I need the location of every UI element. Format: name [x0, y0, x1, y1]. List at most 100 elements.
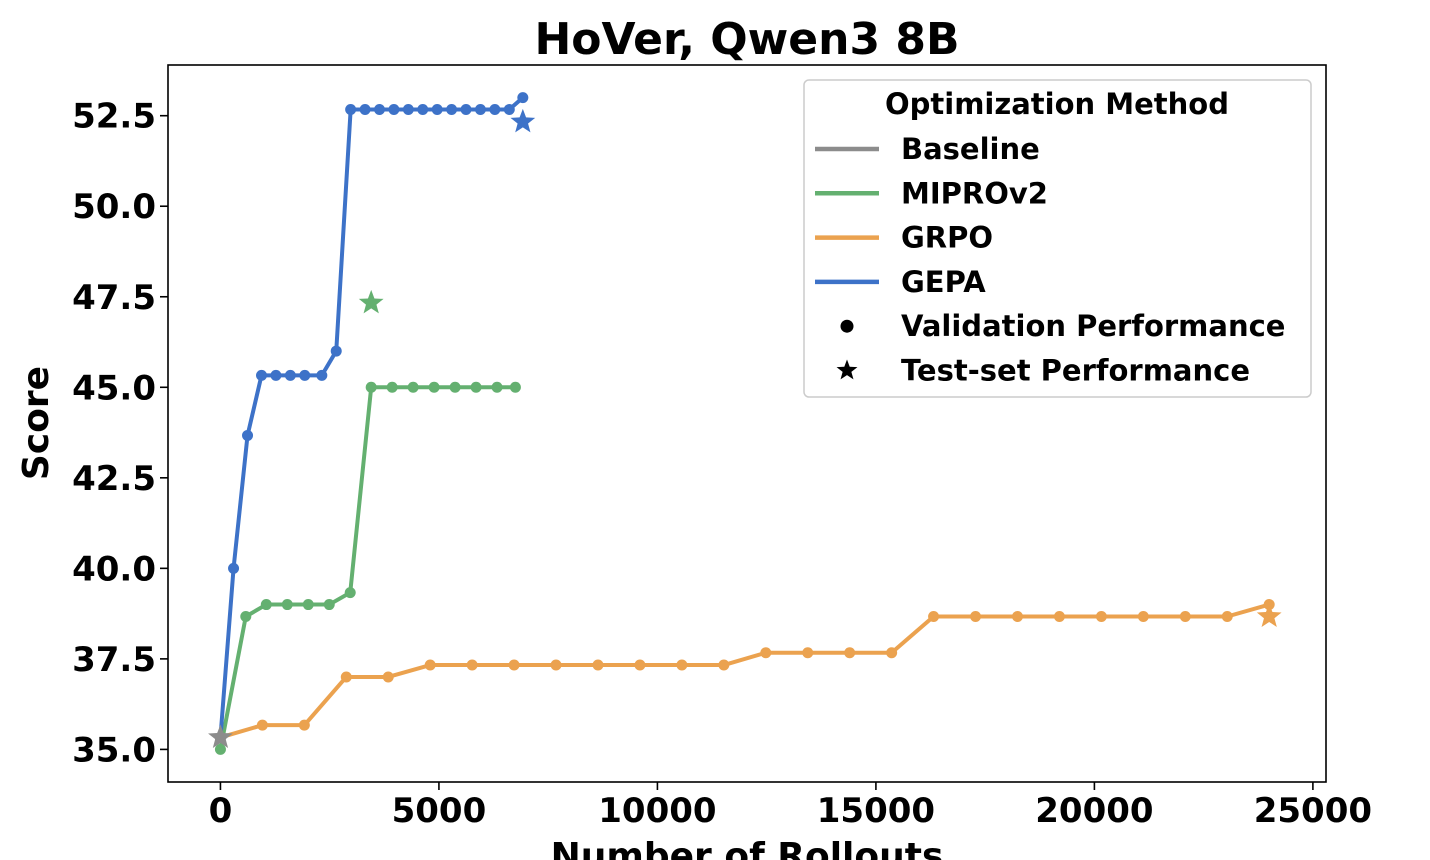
- chart-title: HoVer, Qwen3 8B: [534, 14, 959, 65]
- grpo-validation-point: [1221, 611, 1233, 623]
- grpo-validation-point: [424, 659, 436, 671]
- miprov2-validation-point: [344, 587, 356, 599]
- grpo-validation-point: [340, 671, 352, 683]
- grpo-validation-point: [970, 611, 982, 623]
- series-baseline: [208, 724, 233, 748]
- legend-label-validation-performance: Validation Performance: [901, 309, 1285, 343]
- x-tick-label: 5000: [392, 791, 487, 831]
- grpo-validation-point: [256, 719, 268, 731]
- miprov2-line: [218, 385, 518, 752]
- grpo-validation-point: [718, 659, 730, 671]
- gepa-validation-point: [242, 429, 254, 441]
- grpo-validation-point: [886, 647, 898, 659]
- grpo-validation-point: [634, 659, 646, 671]
- grpo-validation-point: [466, 659, 478, 671]
- y-tick-label: 37.5: [72, 640, 156, 680]
- gepa-validation-point: [330, 345, 342, 357]
- gepa-test-star: [510, 108, 536, 133]
- gepa-validation-point: [503, 104, 515, 116]
- grpo-validation-point: [928, 611, 940, 623]
- grpo-validation-point: [382, 671, 394, 683]
- gepa-validation-point: [345, 104, 357, 116]
- baseline-test-star: [208, 724, 233, 748]
- grpo-validation-point: [1095, 611, 1107, 623]
- gepa-validation-point: [402, 104, 414, 116]
- legend-label-baseline: Baseline: [901, 132, 1040, 166]
- y-tick-label: 42.5: [72, 459, 156, 499]
- legend-star-icon: [836, 359, 858, 380]
- gepa-validation-point: [474, 104, 486, 116]
- plot-frame: [167, 64, 1327, 783]
- gepa-validation-point: [316, 369, 328, 381]
- y-tick-label: 50.0: [72, 187, 156, 227]
- legend-box: [803, 79, 1312, 398]
- legend-entries: Baseline MIPROv2 GRPO GEPA Validation Perfor…: [815, 132, 1285, 388]
- gepa-validation-point: [299, 369, 311, 381]
- miprov2-validation-point: [260, 599, 272, 611]
- legend-label-grpo: GRPO: [901, 221, 993, 255]
- miprov2-validation-point: [449, 381, 461, 393]
- gepa-validation-point: [417, 104, 429, 116]
- x-tick-label: 15000: [817, 791, 935, 831]
- gepa-validation-point: [228, 562, 240, 574]
- gepa-validation-point: [388, 104, 400, 116]
- gepa-validation-point: [256, 369, 268, 381]
- gepa-validation-point: [460, 104, 472, 116]
- gepa-validation-point: [373, 104, 385, 116]
- x-tick-label: 25000: [1254, 791, 1372, 831]
- grpo-validation-point: [802, 647, 814, 659]
- grpo-validation-point: [550, 659, 562, 671]
- grpo-validation-point: [1011, 611, 1023, 623]
- gepa-validation-point: [359, 104, 371, 116]
- grpo-validation-point: [1179, 611, 1191, 623]
- miprov2-validation-point: [509, 381, 521, 393]
- series-grpo: [214, 599, 1282, 743]
- y-tick-label: 45.0: [72, 368, 156, 408]
- y-tick-label: 35.0: [72, 730, 156, 770]
- legend-dot-icon: [840, 319, 854, 333]
- miprov2-validation-point: [365, 381, 377, 393]
- y-axis-ticks: 35.0 37.5 40.0 42.5 45.0 47.5 50.0 52.5: [72, 97, 168, 770]
- y-tick-label: 40.0: [72, 549, 156, 589]
- legend-label-test-set-performance: Test-set Performance: [901, 354, 1250, 388]
- grpo-test-star: [1256, 603, 1282, 628]
- y-axis-label: Score: [16, 366, 57, 480]
- miprov2-validation-point: [428, 381, 440, 393]
- y-tick-label: 52.5: [72, 97, 156, 137]
- gepa-validation-point: [517, 92, 529, 104]
- grpo-validation-point: [1053, 611, 1065, 623]
- gepa-validation-point: [431, 104, 443, 116]
- legend-title: Optimization Method: [885, 87, 1229, 121]
- x-axis-label: Number of Rollouts: [551, 836, 944, 860]
- legend-label-miprov2: MIPROv2: [901, 176, 1048, 210]
- grpo-validation-point: [508, 659, 520, 671]
- grpo-validation-point: [1137, 611, 1149, 623]
- gepa-validation-point: [489, 104, 501, 116]
- gepa-validation-point: [446, 104, 458, 116]
- x-tick-label: 10000: [598, 791, 716, 831]
- x-axis-ticks: 0 5000 10000 15000 20000 25000: [209, 782, 1372, 831]
- grpo-validation-point: [760, 647, 772, 659]
- grpo-line: [218, 602, 1272, 740]
- miprov2-test-star: [358, 289, 384, 314]
- grpo-validation-point: [676, 659, 688, 671]
- miprov2-validation-point: [281, 599, 293, 611]
- series-layer: [208, 92, 1282, 755]
- miprov2-validation-point: [302, 599, 314, 611]
- miprov2-validation-point: [323, 599, 335, 611]
- grpo-validation-point: [592, 659, 604, 671]
- legend: Optimization Method Baseline MIPROv2 GRPO G…: [803, 79, 1312, 398]
- miprov2-validation-point: [386, 381, 398, 393]
- gepa-validation-point: [270, 369, 282, 381]
- miprov2-validation-point: [407, 381, 419, 393]
- series-gepa: [214, 92, 536, 743]
- gepa-validation-point: [284, 369, 296, 381]
- grpo-validation-point: [298, 719, 310, 731]
- y-tick-label: 47.5: [72, 278, 156, 318]
- miprov2-validation-point: [491, 381, 503, 393]
- miprov2-validation-point: [214, 743, 226, 755]
- series-miprov2: [214, 289, 521, 755]
- gepa-line: [218, 95, 525, 740]
- x-tick-label: 0: [209, 791, 233, 831]
